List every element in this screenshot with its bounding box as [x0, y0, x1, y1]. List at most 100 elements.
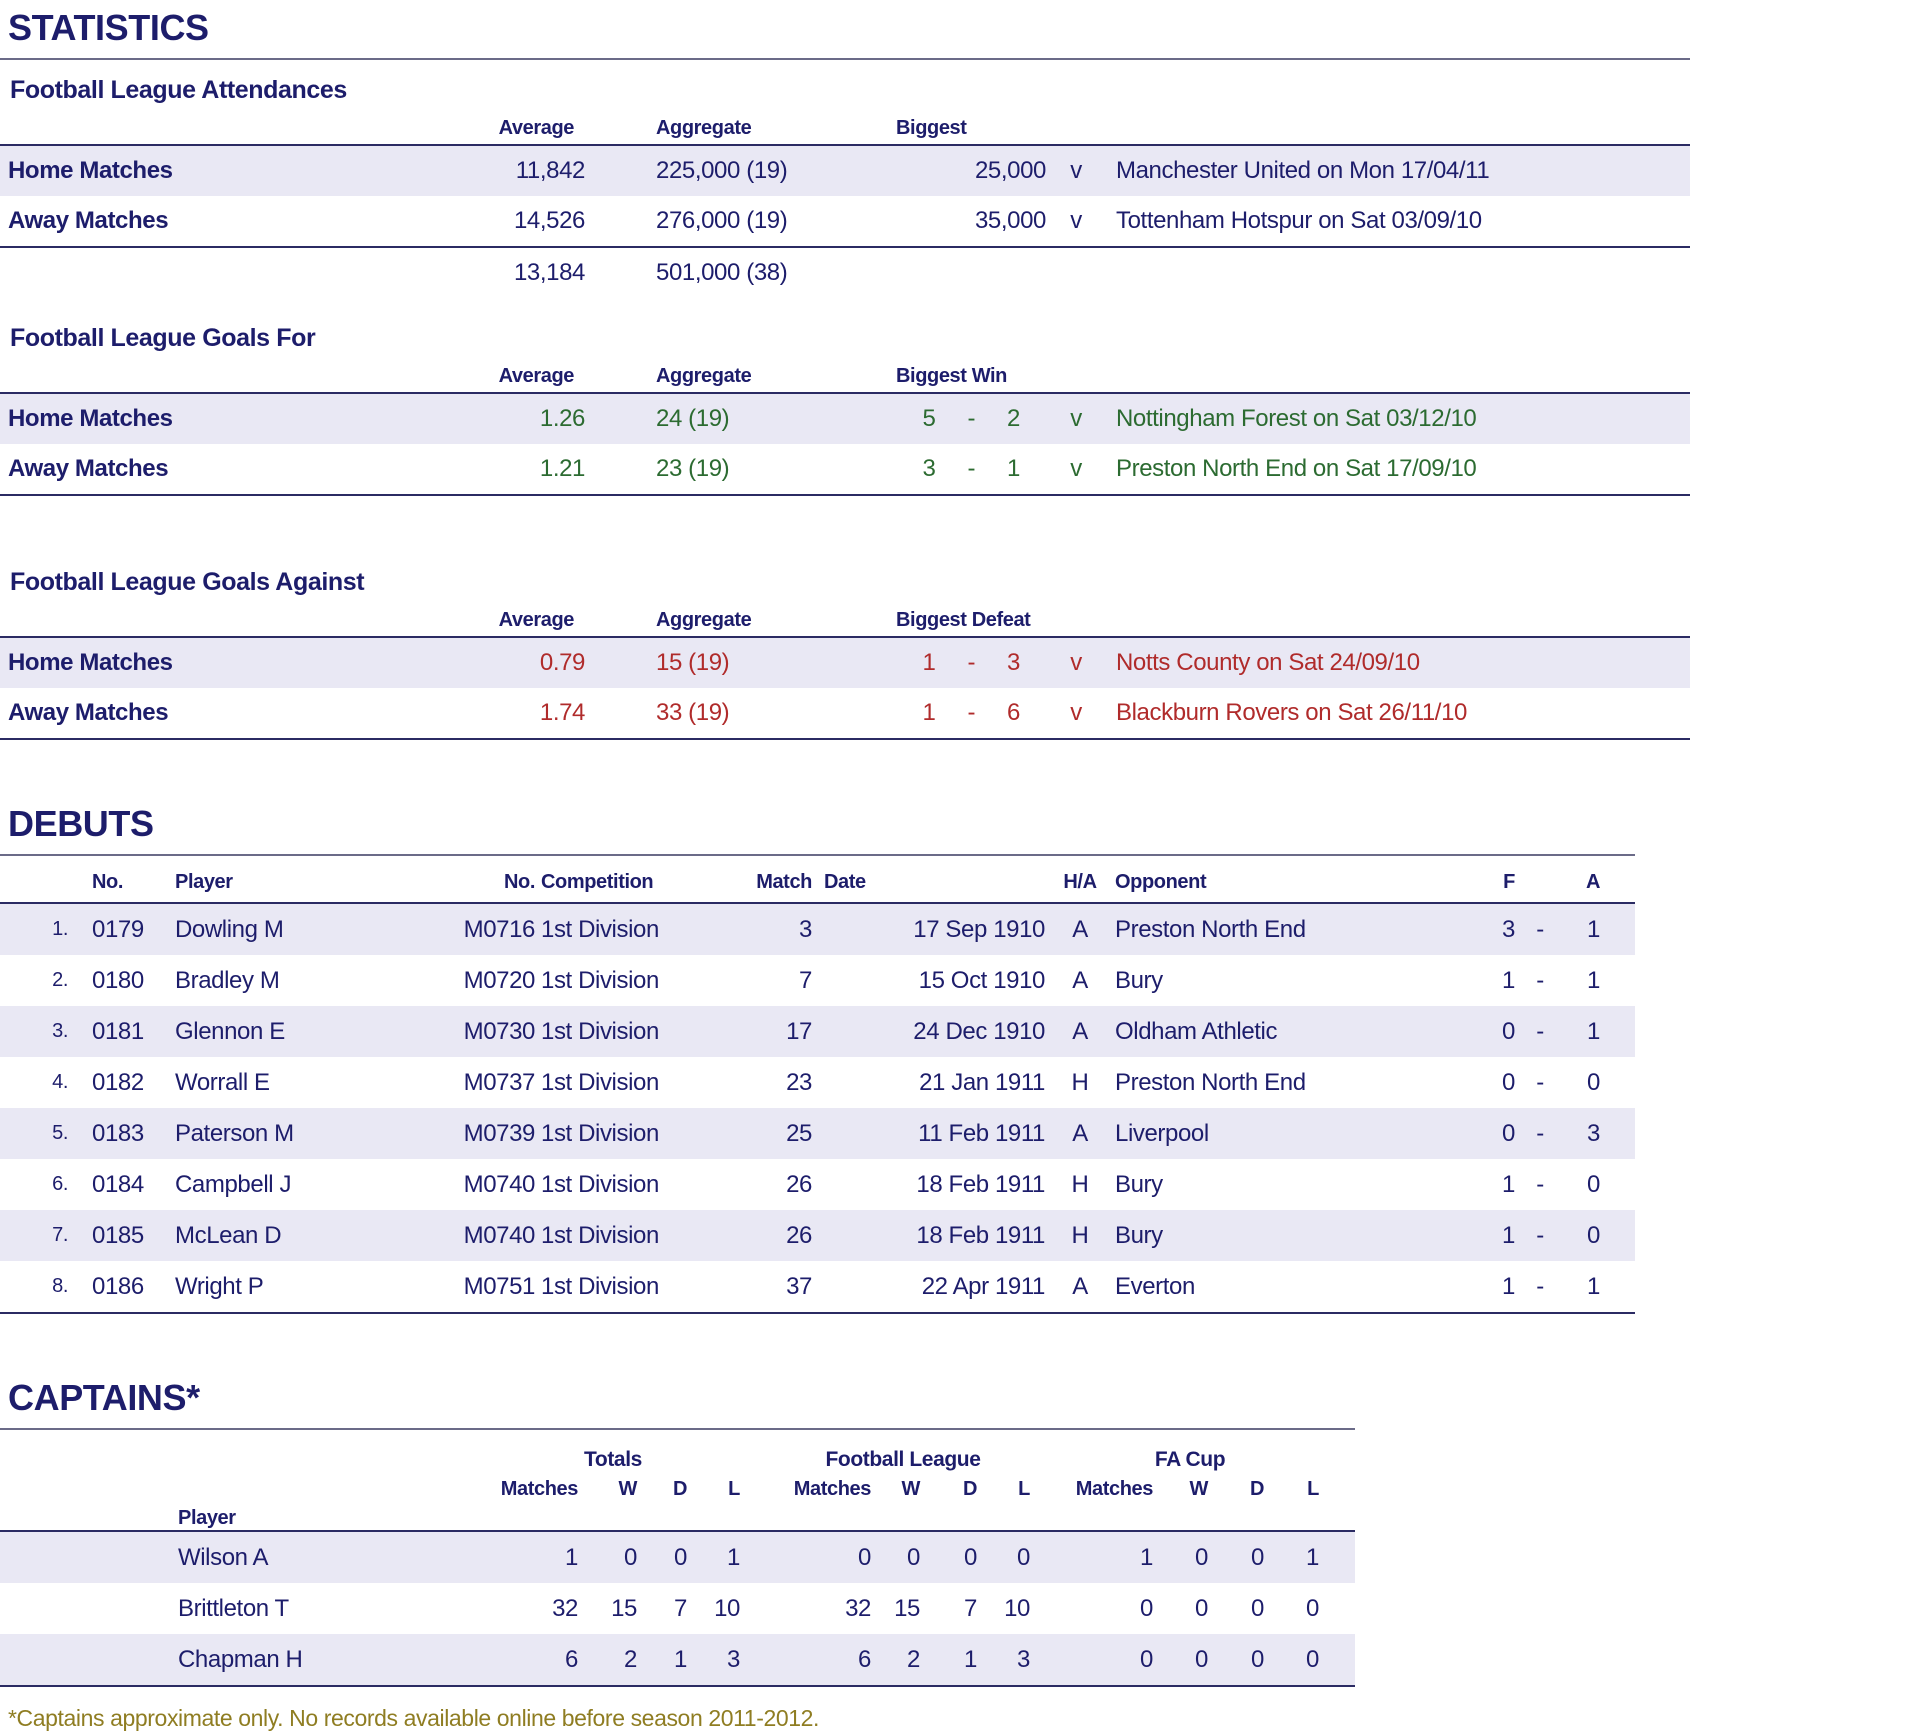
versus-label: v [1070, 649, 1082, 676]
facup-matches: 0 [1140, 1594, 1153, 1622]
average-value: 1.26 [539, 405, 586, 432]
aggregate-value: 225,000 (19) [656, 157, 788, 184]
captains-rule [0, 1428, 1355, 1430]
date-value: 18 Feb 1911 [916, 1221, 1045, 1249]
score-for: 1 [1502, 1272, 1515, 1300]
home-away: A [1072, 915, 1088, 943]
score-for: 1 [922, 699, 936, 726]
column-header-player: Player [175, 870, 233, 893]
column-header-average: Average [498, 116, 575, 139]
home-away: A [1072, 966, 1088, 994]
opponent-value: Preston North End [1115, 915, 1306, 943]
match-value: 17 [786, 1017, 812, 1045]
column-header-f: F [1503, 870, 1515, 893]
score-dash: - [1536, 1170, 1544, 1198]
match-number: M0740 [463, 1221, 536, 1249]
goals-against-away-row: Away Matches 1.74 33 (19) 1 - 6 v Blackb… [0, 688, 1690, 740]
league-l: 3 [1017, 1645, 1030, 1673]
captain-row: Wilson A 1 0 0 1 0 0 0 0 1 0 0 1 [0, 1530, 1355, 1583]
player-name: Wright P [175, 1272, 264, 1300]
date-value: 22 Apr 1911 [921, 1272, 1046, 1300]
home-away: A [1072, 1017, 1088, 1045]
debuts-title: DEBUTS [8, 803, 154, 844]
score-dash: - [967, 699, 976, 726]
opponent-value: Oldham Athletic [1115, 1017, 1278, 1045]
match-value: 37 [786, 1272, 812, 1300]
goals-for-home-row: Home Matches 1.26 24 (19) 5 - 2 v Nottin… [0, 392, 1690, 444]
score-against: 1 [1587, 966, 1600, 994]
row-label: Away Matches [8, 699, 169, 726]
aggregate-value: 15 (19) [656, 649, 730, 676]
totals-l: 1 [727, 1543, 740, 1571]
totals-matches: 1 [565, 1543, 578, 1571]
league-d: 7 [964, 1594, 977, 1622]
opponent-value: Preston North End on Sat 17/09/10 [1116, 455, 1477, 482]
row-index: 8. [52, 1275, 68, 1297]
page-title: STATISTICS [8, 7, 209, 48]
column-header-match: Match [756, 870, 812, 893]
league-matches: 0 [858, 1543, 871, 1571]
league-l: 0 [1017, 1543, 1030, 1571]
debut-row: 8. 0186 Wright P M0751 1st Division 37 2… [0, 1261, 1635, 1314]
opponent-value: Everton [1115, 1272, 1195, 1300]
column-header-matches: Matches [500, 1477, 579, 1500]
score-dash: - [967, 405, 976, 432]
home-away: H [1071, 1170, 1089, 1198]
row-index: 2. [52, 969, 68, 991]
row-label: Home Matches [8, 405, 173, 432]
totals-w: 15 [611, 1594, 637, 1622]
column-header-matches: Matches [1075, 1477, 1154, 1500]
captains-player-header-row: Player [0, 1504, 1355, 1530]
score-for: 1 [922, 649, 936, 676]
debut-row: 2. 0180 Bradley M M0720 1st Division 7 1… [0, 955, 1635, 1006]
match-number: M0751 [463, 1272, 536, 1300]
attendances-title: Football League Attendances [10, 76, 347, 104]
match-value: 26 [786, 1170, 812, 1198]
debuts-header-row: No. Player No. Competition Match Date H/… [0, 862, 1635, 902]
score-dash: - [1536, 915, 1544, 943]
goals-against-section: Football League Goals Against Average Ag… [0, 566, 1920, 740]
goals-against-header-row: Average Aggregate Biggest Defeat [0, 604, 1690, 636]
opponent-value: Notts County on Sat 24/09/10 [1116, 649, 1420, 676]
player-number: 0182 [92, 1068, 144, 1096]
row-index: 7. [52, 1224, 68, 1246]
row-label: Away Matches [8, 455, 169, 482]
score-against: 1 [1587, 915, 1600, 943]
opponent-value: Liverpool [1115, 1119, 1209, 1147]
aggregate-value: 24 (19) [656, 405, 730, 432]
column-header-d: D [1249, 1477, 1264, 1500]
score-against: 0 [1587, 1170, 1600, 1198]
average-value: 11,842 [515, 157, 586, 184]
league-w: 15 [894, 1594, 920, 1622]
score-for: 5 [922, 405, 936, 432]
total-aggregate-value: 501,000 (38) [656, 259, 788, 286]
facup-l: 1 [1306, 1543, 1319, 1571]
player-name: Worrall E [175, 1068, 270, 1096]
column-header-ha: H/A [1063, 870, 1097, 893]
goals-against-title: Football League Goals Against [10, 568, 365, 596]
opponent-value: Bury [1115, 1170, 1163, 1198]
debut-row: 7. 0185 McLean D M0740 1st Division 26 1… [0, 1210, 1635, 1261]
column-header-aggregate: Aggregate [656, 608, 752, 631]
column-header-l: L [1018, 1477, 1030, 1500]
title-rule [0, 58, 1690, 60]
debut-row: 4. 0182 Worrall E M0737 1st Division 23 … [0, 1057, 1635, 1108]
player-name: Bradley M [175, 966, 280, 994]
home-away: H [1071, 1221, 1089, 1249]
facup-w: 0 [1195, 1645, 1208, 1673]
league-d: 1 [964, 1645, 977, 1673]
score-dash: - [967, 455, 976, 482]
score-dash: - [1536, 1017, 1544, 1045]
score-against: 1 [1587, 1272, 1600, 1300]
goals-for-header-row: Average Aggregate Biggest Win [0, 360, 1690, 392]
score-for: 3 [1502, 915, 1515, 943]
opponent-value: Bury [1115, 966, 1163, 994]
versus-label: v [1070, 405, 1082, 432]
column-header-d: D [962, 1477, 977, 1500]
score-against: 6 [1007, 699, 1020, 726]
score-for: 1 [1502, 1221, 1515, 1249]
match-value: 7 [799, 966, 812, 994]
score-against: 3 [1587, 1119, 1600, 1147]
home-away: H [1071, 1068, 1089, 1096]
